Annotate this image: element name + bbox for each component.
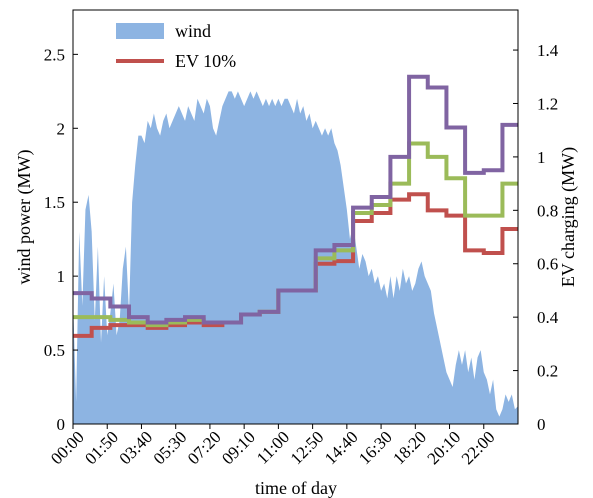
x-axis-ticks: 00:0001:5003:4005:3007:2009:1011:0012:50… [47,424,499,468]
x-tick-label: 03:40 [115,427,156,468]
x-tick-label: 20:10 [424,427,465,468]
x-axis-title: time of day [255,478,337,498]
left-tick-label: 1 [57,267,66,286]
wind-area [73,91,518,424]
x-tick-label: 00:00 [47,427,88,468]
x-tick-label: 16:30 [355,427,396,468]
right-tick-label: 1 [537,148,546,167]
x-tick-label: 05:30 [150,427,191,468]
left-tick-label: 0.5 [44,341,65,360]
right-tick-label: 0 [537,415,546,434]
left-tick-label: 2.5 [44,45,65,64]
wind-area-layer [73,91,518,424]
x-tick-label: 14:40 [321,427,362,468]
right-tick-label: 1.4 [537,41,559,60]
ev-lines-layer [73,74,518,338]
right-tick-label: 0.2 [537,362,558,381]
left-axis-title: wind power (MW) [14,150,35,285]
plot-frame [72,9,519,425]
right-axis-title: EV charging (MW) [558,147,579,287]
x-tick-label: 07:20 [184,427,225,468]
legend-wind-label: wind [175,21,211,41]
left-tick-label: 0 [57,415,66,434]
x-tick-label: 01:50 [81,427,122,468]
right-tick-label: 0.8 [537,201,558,220]
right-tick-label: 0.4 [537,308,559,327]
x-tick-label: 11:00 [253,427,293,467]
legend: wind EV 10% [116,21,236,71]
x-tick-label: 09:10 [218,427,259,468]
x-tick-label: 12:50 [287,427,328,468]
x-tick-label: 22:00 [458,427,499,468]
left-tick-label: 2 [57,119,66,138]
ev-high-line [73,74,518,325]
legend-wind-swatch [116,23,164,39]
left-axis-ticks: 0 0.5 1 1.5 2 2.5 [44,45,78,434]
right-axis-ticks: 0 0.2 0.4 0.6 0.8 1 1.2 1.4 [513,41,559,434]
x-tick-label: 18:20 [389,427,430,468]
left-tick-label: 1.5 [44,193,65,212]
right-tick-label: 0.6 [537,255,558,274]
legend-ev-label: EV 10% [175,51,236,71]
right-tick-label: 1.2 [537,94,558,113]
